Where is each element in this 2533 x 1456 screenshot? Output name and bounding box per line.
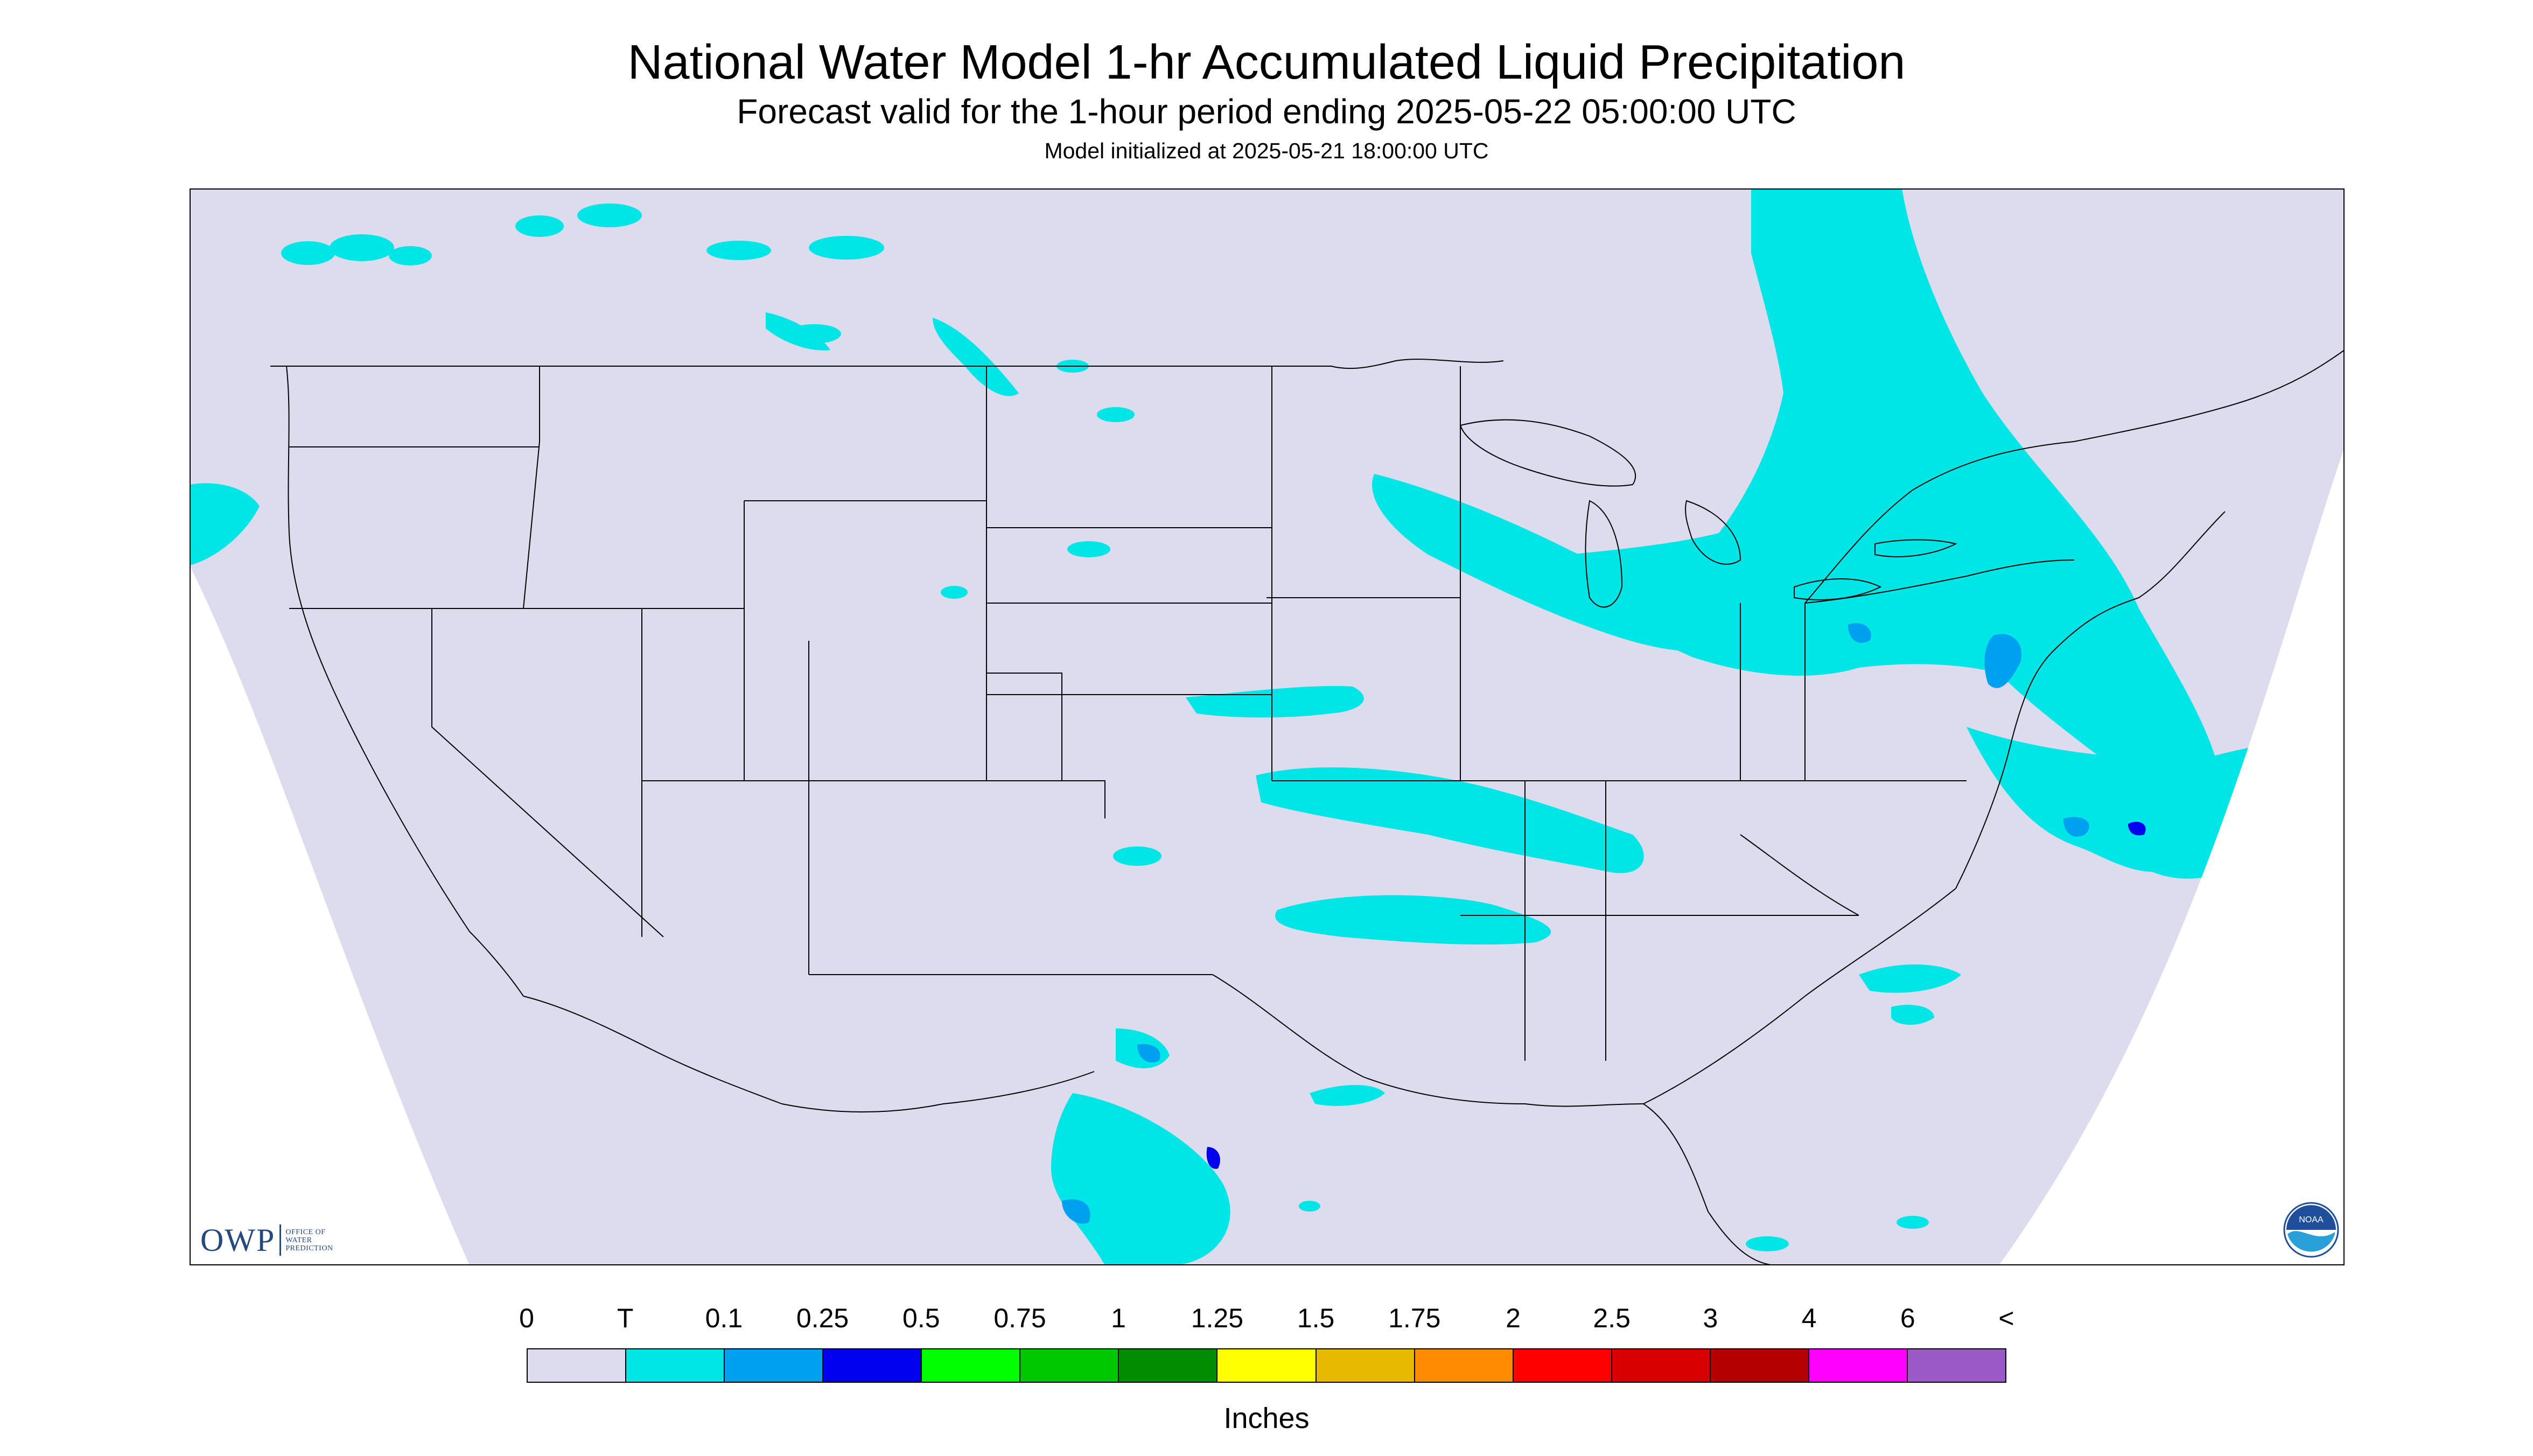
noaa-logo-text: NOAA — [2299, 1215, 2324, 1224]
legend-tick-label: 2 — [1506, 1303, 1521, 1333]
precipitation-areas — [190, 188, 2307, 1265]
legend-tick-label: 0.1 — [705, 1303, 743, 1333]
legend-tick-label: 2.5 — [1593, 1303, 1631, 1333]
precip-area-montana-streak — [933, 318, 1019, 396]
precip-area-atlantic-small — [1891, 1005, 1934, 1025]
legend-color-bar — [527, 1348, 2006, 1383]
legend-tick-label: 0 — [519, 1303, 534, 1333]
legend-swatch — [1710, 1349, 1809, 1382]
precipitation-map — [190, 188, 2345, 1265]
map-title: National Water Model 1-hr Accumulated Li… — [627, 36, 1906, 89]
precip-area-great-lakes-northeast — [1532, 188, 2225, 816]
owp-logo-line: OFFICE OF — [285, 1228, 326, 1236]
legend-tick-label: 3 — [1703, 1303, 1718, 1333]
legend-tick-label: T — [617, 1303, 634, 1333]
forecast-valid-subtitle: Forecast valid for the 1-hour period end… — [737, 92, 1796, 131]
legend-swatch — [1119, 1349, 1218, 1382]
owp-logo-text: OFFICE OF WATER PREDICTION — [285, 1228, 333, 1252]
legend-tick-label: 1.75 — [1388, 1303, 1441, 1333]
precip-area-pacific-northwest — [190, 483, 260, 565]
legend-swatch — [1809, 1349, 1908, 1382]
precip-area-south-texas — [1051, 1093, 1230, 1265]
legend-tick-label: < — [1998, 1303, 2014, 1333]
noaa-logo: NOAA — [2283, 1202, 2339, 1258]
owp-logo-line: PREDICTION — [285, 1244, 333, 1252]
legend-swatch — [823, 1349, 922, 1382]
precip-area-gulf-patch — [1310, 1085, 1385, 1106]
owp-logo-divider — [279, 1224, 282, 1256]
legend-swatch — [1513, 1349, 1612, 1382]
owp-logo-mark: OWP — [200, 1222, 276, 1258]
legend-units-label: Inches — [1223, 1402, 1310, 1434]
legend-tick-label: 0.5 — [902, 1303, 940, 1333]
legend-swatch — [1217, 1349, 1317, 1382]
legend-swatch — [626, 1349, 725, 1382]
legend-swatch — [922, 1349, 1021, 1382]
model-init-subtitle: Model initialized at 2025-05-21 18:00:00… — [1044, 138, 1489, 163]
legend-tick-label: 1.5 — [1297, 1303, 1335, 1333]
precip-area-southern-plains — [1275, 895, 1551, 945]
precipitation-heavy-cores — [1062, 623, 2146, 1224]
owp-logo: OWP OFFICE OF WATER PREDICTION — [200, 1221, 333, 1259]
legend-tick-label: 1.25 — [1191, 1303, 1244, 1333]
legend-swatch — [528, 1349, 627, 1382]
legend-swatch — [1316, 1349, 1415, 1382]
legend-tick-label: 4 — [1801, 1303, 1817, 1333]
legend-tick-label: 0.75 — [993, 1303, 1046, 1333]
legend-swatch — [1415, 1349, 1514, 1382]
state-boundaries — [270, 349, 2345, 1265]
legend-tick-label: 1 — [1111, 1303, 1126, 1333]
legend-tick-label: 6 — [1900, 1303, 1915, 1333]
legend-swatch — [1612, 1349, 1711, 1382]
legend-swatch — [1020, 1349, 1119, 1382]
precip-area-central-plains — [1186, 686, 1364, 718]
precip-area-atlantic-southeast — [1859, 964, 1961, 993]
legend-tick-label: 0.25 — [796, 1303, 849, 1333]
owp-logo-line: WATER — [285, 1236, 312, 1244]
legend-swatch — [725, 1349, 824, 1382]
legend-tick-labels: 0 T 0.1 0.25 0.5 0.75 1 1.25 1.5 1.75 2 2.5 3 4 6 < — [0, 1302, 2533, 1340]
model-domain-area — [190, 188, 2345, 1265]
precip-area-upper-midwest-band — [1372, 474, 1713, 652]
precip-area-kansas-missouri — [1256, 767, 1644, 873]
legend-swatch — [1907, 1349, 2005, 1382]
map-frame — [190, 188, 2345, 1265]
